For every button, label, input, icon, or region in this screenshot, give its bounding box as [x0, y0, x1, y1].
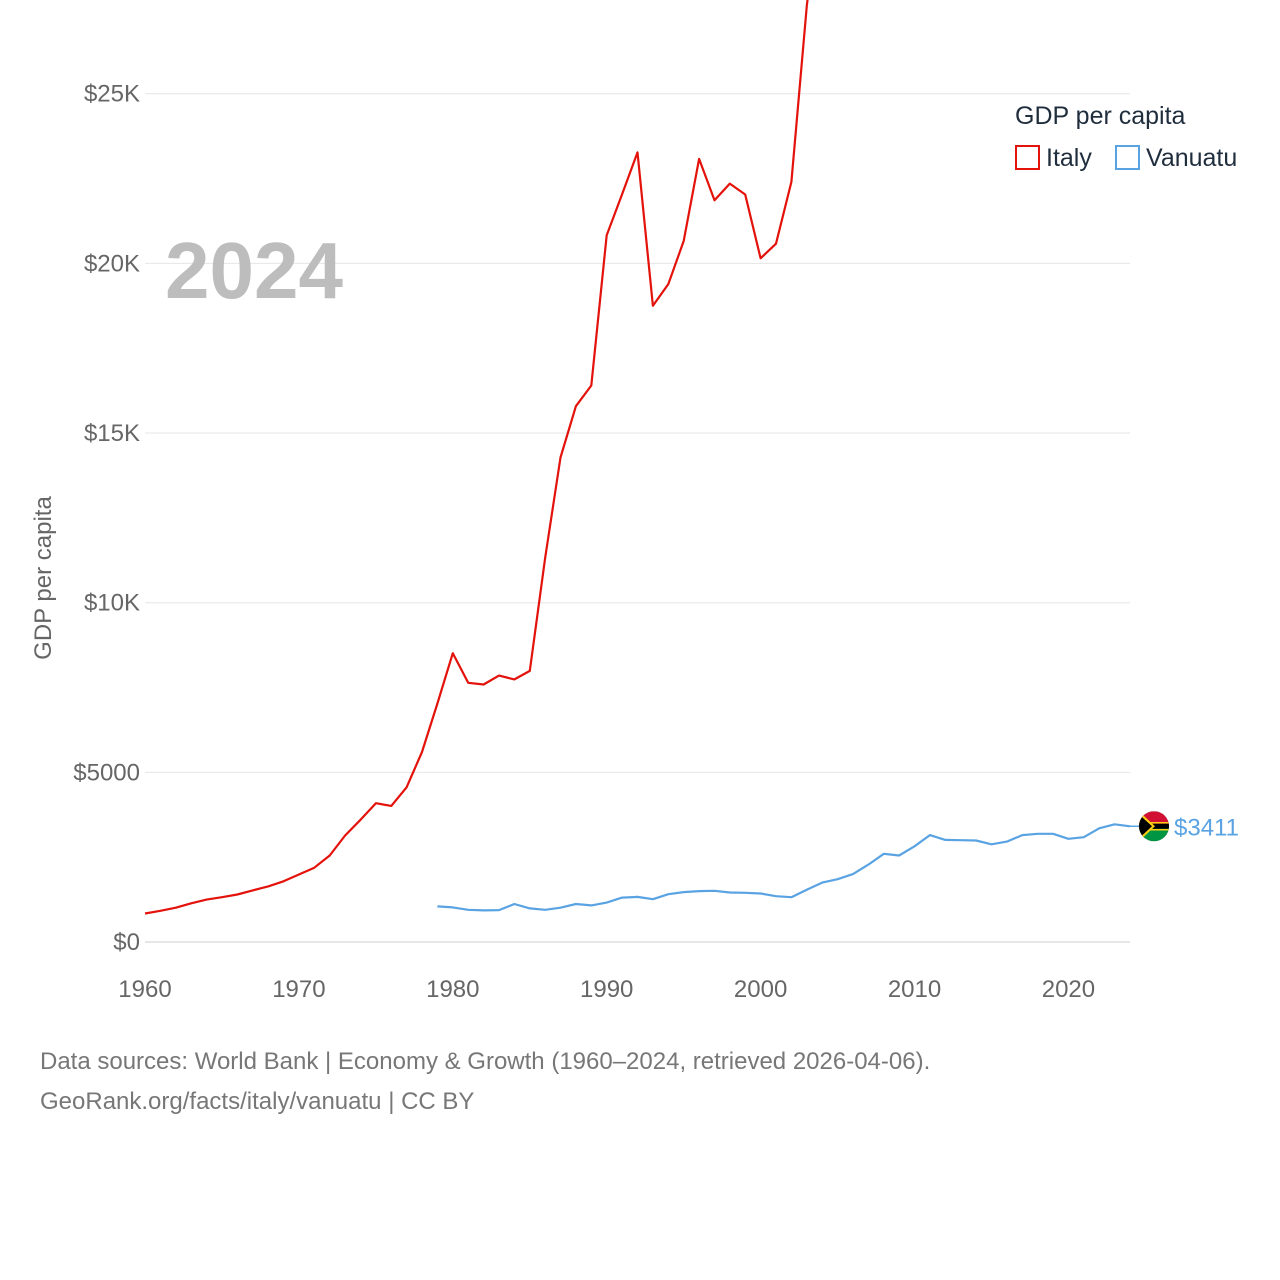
series-lines	[144, 0, 1131, 915]
x-tick-label: 2010	[888, 976, 941, 1003]
y-tick-label: $10K	[84, 590, 140, 617]
y-tick-label: $5000	[73, 759, 140, 786]
legend-title: GDP per capita	[1015, 102, 1186, 130]
source-line-2: GeoRank.org/facts/italy/vanuatu | CC BY	[40, 1088, 475, 1115]
legend-swatch-vanuatu	[1115, 145, 1140, 170]
x-tick-label: 1990	[580, 976, 633, 1003]
source-line-1: Data sources: World Bank | Economy & Gro…	[40, 1048, 931, 1075]
x-axis-ticks: 1960 1970 1980 1990 2000 2010 2020	[118, 976, 1095, 1003]
legend-swatch-italy	[1015, 145, 1040, 170]
legend-label-vanuatu: Vanuatu	[1146, 144, 1237, 172]
y-tick-label: $0	[113, 929, 140, 956]
y-tick-label: $20K	[84, 250, 140, 277]
x-tick-label: 1960	[118, 976, 171, 1003]
gridlines	[145, 93, 1130, 943]
x-tick-label: 1980	[426, 976, 479, 1003]
y-axis-ticks: $0$5000$10K$15K$20K$25K$30K$35K$40K	[73, 81, 140, 956]
series-end-markers: $40.4K$3411	[1130, 810, 1239, 842]
data-source-note: Data sources: World Bank | Economy & Gro…	[40, 1042, 930, 1122]
y-tick-label: $15K	[84, 420, 140, 447]
series-line-vanuatu	[437, 823, 1131, 912]
y-tick-label: $25K	[84, 81, 140, 108]
legend: GDP per capita Italy Vanuatu	[1015, 102, 1237, 172]
vanuatu-flag-icon	[1138, 810, 1170, 842]
y-axis-label: GDP per capita	[30, 496, 57, 660]
series-line-italy	[144, 0, 809, 915]
end-value-label-vanuatu: $3411	[1174, 814, 1239, 841]
x-tick-label: 2020	[1042, 976, 1095, 1003]
x-tick-label: 1970	[272, 976, 325, 1003]
x-tick-label: 2000	[734, 976, 787, 1003]
legend-label-italy: Italy	[1046, 144, 1092, 172]
year-overlay: 2024	[165, 226, 343, 315]
